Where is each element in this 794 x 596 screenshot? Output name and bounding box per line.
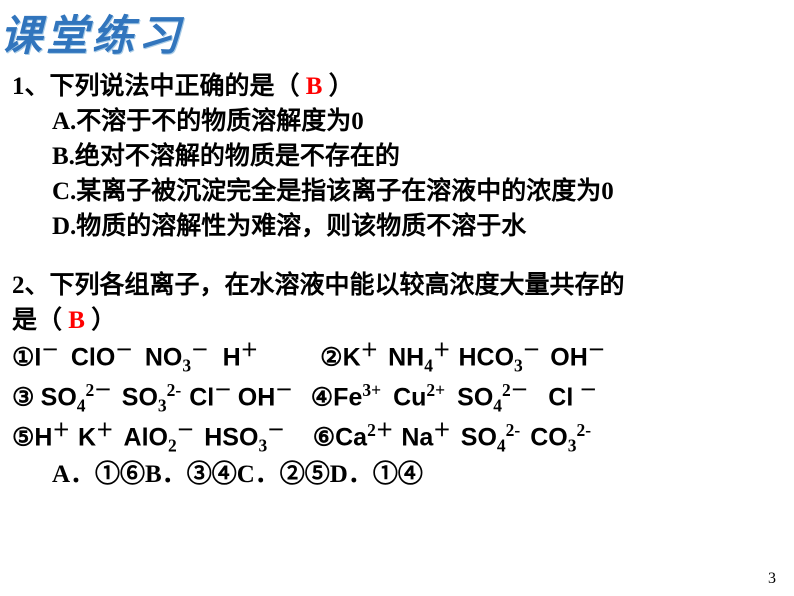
q1-option-a: A.不溶于不的物质溶解度为0 — [12, 104, 782, 139]
q2-group-row2: ③ SO42－SO32-Cl－OH－④Fe3+Cu2+SO42－Cl － — [12, 378, 782, 418]
q1-text: 下列说法中正确的是（ — [50, 73, 300, 100]
q2-close: ） — [91, 307, 116, 334]
q1-option-d: D.物质的溶解性为难溶，则该物质不溶于水 — [12, 209, 782, 244]
q2-answer: B — [68, 307, 85, 334]
q2-options: A．①⑥B．③④C．②⑤D．①④ — [12, 457, 782, 492]
q2-text2: 是（ — [12, 307, 62, 334]
q2-group-row3: ⑤H＋K＋AlO2－HSO3－⑥Ca2＋Na＋SO42-CO32- — [12, 418, 782, 458]
q2-num: 2、 — [12, 272, 50, 299]
page-number: 3 — [768, 570, 776, 588]
content-area: 1、下列说法中正确的是（ B ） A.不溶于不的物质溶解度为0 B.绝对不溶解的… — [0, 63, 794, 492]
q1-close: ） — [329, 73, 354, 100]
q1-option-c: C.某离子被沉淀完全是指该离子在溶液中的浓度为0 — [12, 174, 782, 209]
q2-stem-line1: 2、下列各组离子，在水溶液中能以较高浓度大量共存的 — [12, 268, 782, 303]
q1-option-b: B.绝对不溶解的物质是不存在的 — [12, 139, 782, 174]
q2-text1: 下列各组离子，在水溶液中能以较高浓度大量共存的 — [50, 272, 625, 299]
q2-group-row1: ①I－ClO－NO3－H＋②K＋NH4＋HCO3－OH－ — [12, 338, 782, 378]
q1-num: 1、 — [12, 73, 50, 100]
page-title: 课堂练习 — [0, 0, 794, 63]
q1-answer: B — [306, 73, 323, 100]
q2-stem-line2: 是（ B ） — [12, 303, 782, 338]
q1-stem: 1、下列说法中正确的是（ B ） — [12, 69, 782, 104]
